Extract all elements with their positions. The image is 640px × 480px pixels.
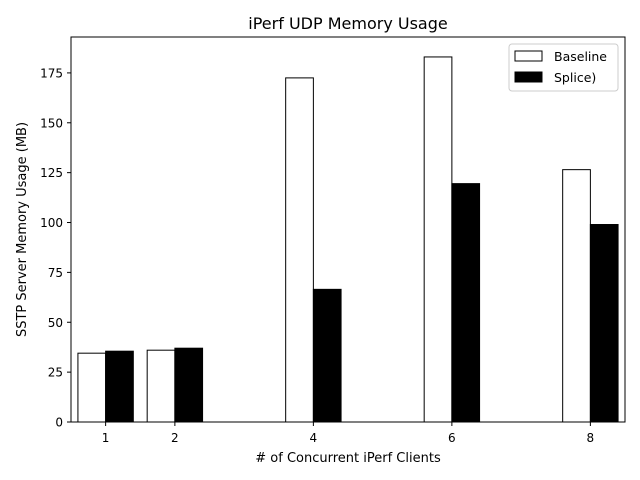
legend-label-splice: Splice): [554, 70, 596, 85]
bar-baseline-6: [423, 56, 453, 423]
y-tick-label-125: 125: [40, 166, 63, 180]
bar-splice-1: [105, 350, 134, 423]
bar-splice-4: [312, 288, 342, 423]
y-axis-label: SSTP Server Memory Usage (MB): [15, 122, 30, 337]
y-tick-label-50: 50: [48, 316, 63, 330]
legend: Baseline Splice): [508, 43, 619, 92]
x-axis-ticks: 1 2 4 6 8: [102, 422, 594, 445]
bar-baseline-8: [562, 169, 591, 423]
y-tick-label-75: 75: [48, 266, 63, 280]
bar-baseline-1: [77, 352, 107, 423]
x-tick-label-4: 4: [310, 431, 318, 445]
y-tick-label-100: 100: [40, 216, 63, 230]
x-tick-label-1: 1: [102, 431, 110, 445]
y-axis-ticks: 0 25 50 75 100 125 150 175: [40, 66, 71, 430]
x-tick-label-6: 6: [448, 431, 456, 445]
x-tick-label-8: 8: [587, 431, 595, 445]
y-tick-label-0: 0: [55, 416, 63, 430]
legend-swatch-splice: [514, 71, 543, 83]
bars-group: [77, 56, 619, 423]
legend-swatch-baseline: [514, 50, 543, 62]
y-tick-label-175: 175: [40, 66, 63, 80]
x-tick-label-2: 2: [171, 431, 179, 445]
plot-frame: [70, 36, 626, 423]
x-axis-label: # of Concurrent iPerf Clients: [255, 451, 441, 466]
y-tick-label-25: 25: [48, 366, 63, 380]
bar-splice-6: [451, 183, 481, 423]
bar-splice-2: [174, 347, 204, 423]
legend-label-baseline: Baseline: [554, 49, 607, 64]
bar-baseline-4: [285, 77, 314, 423]
bar-baseline-2: [146, 349, 176, 423]
bar-splice-8: [589, 224, 619, 423]
chart-title: iPerf UDP Memory Usage: [248, 14, 447, 33]
y-tick-label-150: 150: [40, 116, 63, 130]
